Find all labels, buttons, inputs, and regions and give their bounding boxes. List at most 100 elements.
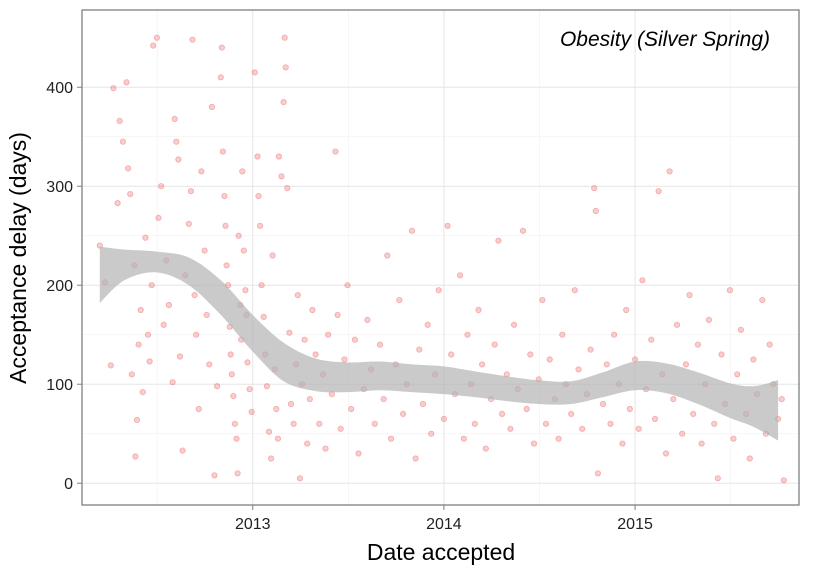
data-point xyxy=(153,34,160,41)
data-point xyxy=(263,383,270,390)
data-point xyxy=(312,351,319,358)
x-tick-label: 2015 xyxy=(617,516,653,533)
data-point xyxy=(737,326,745,333)
data-point xyxy=(571,287,578,294)
data-point xyxy=(510,321,518,328)
data-point xyxy=(234,470,241,477)
data-point xyxy=(698,440,705,447)
data-point xyxy=(273,405,280,413)
data-point xyxy=(176,353,183,360)
data-point xyxy=(251,69,258,76)
data-point xyxy=(309,306,316,314)
data-point xyxy=(750,356,757,363)
data-point xyxy=(341,356,348,363)
data-point xyxy=(412,455,419,462)
data-point xyxy=(287,400,295,408)
data-point xyxy=(546,356,553,363)
data-point xyxy=(206,361,213,368)
data-point xyxy=(491,341,498,348)
data-point xyxy=(282,64,289,71)
data-point xyxy=(132,453,139,460)
data-point xyxy=(173,138,180,145)
data-point xyxy=(594,470,602,477)
data-point xyxy=(110,85,117,92)
data-point xyxy=(730,435,737,442)
data-point xyxy=(128,371,135,378)
data-point xyxy=(478,361,486,368)
data-point xyxy=(639,277,646,284)
data-point xyxy=(428,430,435,437)
data-point xyxy=(269,252,276,259)
data-point xyxy=(607,420,614,427)
data-point xyxy=(766,341,773,348)
data-point xyxy=(384,252,391,259)
data-point xyxy=(240,247,247,254)
data-point xyxy=(599,400,607,408)
data-point xyxy=(155,214,162,221)
data-point xyxy=(759,296,766,304)
y-tick-label: 400 xyxy=(46,80,73,97)
data-point xyxy=(169,379,176,386)
data-point xyxy=(591,185,598,192)
data-point xyxy=(221,193,228,200)
data-point xyxy=(227,351,234,358)
data-point xyxy=(619,440,626,447)
data-point xyxy=(158,183,165,190)
data-point xyxy=(371,420,378,427)
data-point xyxy=(592,207,599,215)
panel-border xyxy=(81,9,800,506)
data-point xyxy=(435,287,442,294)
data-point xyxy=(296,475,303,482)
data-point xyxy=(284,185,291,192)
data-point xyxy=(255,193,262,200)
data-point xyxy=(127,191,134,198)
data-point xyxy=(322,445,329,452)
data-point xyxy=(306,395,313,403)
data-point xyxy=(334,311,341,318)
data-point xyxy=(248,408,255,415)
data-point xyxy=(223,262,230,269)
data-point xyxy=(498,410,506,417)
data-point xyxy=(387,435,395,442)
data-point xyxy=(568,410,575,417)
data-point xyxy=(208,103,215,111)
data-point xyxy=(280,99,287,106)
data-point xyxy=(337,425,344,432)
data-point xyxy=(165,301,172,309)
data-point xyxy=(258,282,265,289)
x-tick-label: 2014 xyxy=(426,516,462,533)
data-point xyxy=(408,227,416,234)
data-point xyxy=(265,428,273,435)
data-point xyxy=(275,153,282,160)
data-point xyxy=(286,329,293,336)
data-point xyxy=(495,237,502,244)
data-point xyxy=(519,227,527,234)
data-point xyxy=(242,287,249,294)
data-point xyxy=(686,291,693,299)
data-point xyxy=(424,321,431,328)
panel-background xyxy=(82,10,799,505)
x-axis: 2013 2014 2015 xyxy=(235,505,653,533)
data-point xyxy=(230,392,237,400)
data-point xyxy=(416,346,423,353)
data-point xyxy=(351,336,358,343)
data-point xyxy=(150,42,157,49)
data-point xyxy=(666,168,673,175)
data-point xyxy=(244,359,251,366)
data-point xyxy=(376,341,384,348)
data-point xyxy=(294,291,301,299)
x-axis-title: Date accepted xyxy=(367,539,515,565)
data-point xyxy=(239,168,246,175)
data-point xyxy=(144,331,152,338)
data-point xyxy=(579,425,586,432)
data-point xyxy=(456,272,464,279)
data-point xyxy=(116,117,123,125)
data-point xyxy=(648,336,655,343)
data-point xyxy=(235,232,242,239)
y-axis-title: Acceptance delay (days) xyxy=(5,132,31,384)
data-point xyxy=(301,336,308,343)
data-point xyxy=(726,287,734,294)
data-point xyxy=(193,331,200,338)
data-point xyxy=(396,296,403,304)
panel-title: Obesity (Silver Spring) xyxy=(560,28,770,51)
